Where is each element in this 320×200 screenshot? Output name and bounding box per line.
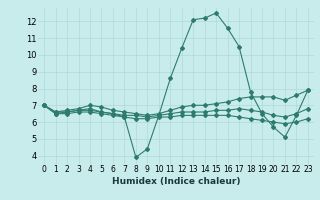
X-axis label: Humidex (Indice chaleur): Humidex (Indice chaleur) xyxy=(112,177,240,186)
